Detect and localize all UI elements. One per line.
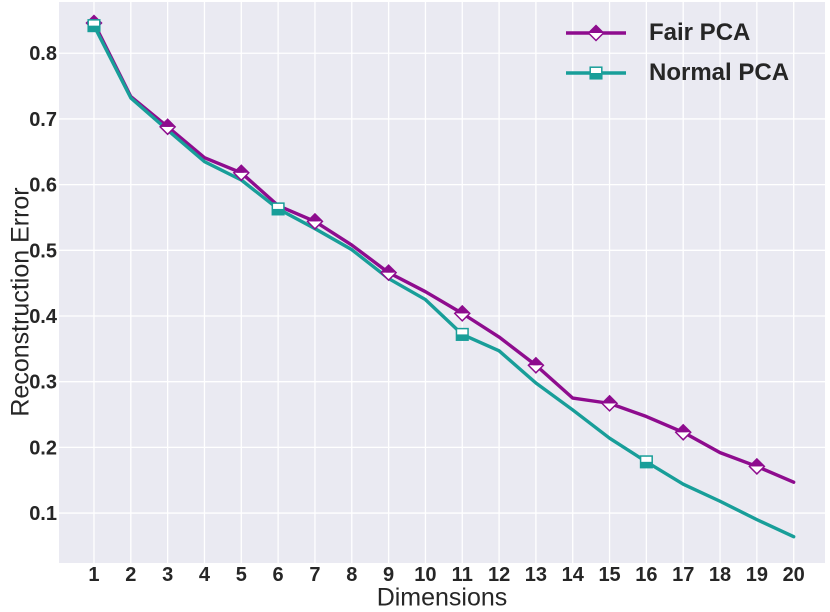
y-tick-label: 0.6 [29, 175, 57, 197]
x-tick-label: 15 [598, 564, 620, 586]
legend: Fair PCA Normal PCA [565, 13, 789, 93]
marker-half [528, 357, 544, 366]
marker-half [233, 165, 249, 173]
y-tick-label: 0.8 [29, 43, 57, 65]
x-tick-label: 14 [562, 564, 585, 586]
marker-outline [453, 304, 471, 322]
x-tick-label: 12 [488, 564, 510, 586]
marker-half [454, 313, 470, 321]
series-line-fair-pca [92, 21, 796, 484]
x-tick-label: 6 [273, 564, 284, 586]
y-tick-label: 0.4 [29, 306, 58, 328]
marker-outline [748, 457, 766, 475]
x-tick-label: 10 [414, 564, 436, 586]
x-tick-label: 19 [746, 564, 768, 586]
normal-pca-legend-marker [566, 66, 626, 80]
x-tick-label: 3 [162, 564, 173, 586]
marker-outline [87, 19, 101, 33]
x-tick-label: 11 [452, 564, 473, 586]
marker-half [307, 221, 323, 229]
legend-item-fair-pca: Fair PCA [565, 13, 789, 53]
marker-half [749, 458, 765, 467]
plot-background [59, 2, 825, 563]
marker-outline [527, 356, 545, 374]
marker-outline [159, 118, 177, 136]
marker-half [528, 365, 544, 373]
x-tick-label: 7 [309, 564, 320, 586]
marker-outline [271, 202, 285, 216]
marker-half [456, 334, 469, 341]
x-tick-label: 4 [199, 564, 211, 586]
marker-half [160, 126, 176, 135]
marker-outline [674, 423, 692, 441]
x-tick-label: 1 [88, 564, 99, 586]
x-tick-label: 17 [672, 564, 694, 586]
marker-half [675, 424, 691, 433]
marker-half [272, 208, 284, 215]
marker-half [381, 272, 397, 281]
y-axis-label: Reconstruction Error [6, 187, 35, 417]
x-tick-label: 8 [346, 564, 357, 586]
y-tick-label: 0.5 [29, 240, 57, 262]
marker-half [588, 25, 604, 33]
marker-outline [455, 327, 469, 341]
legend-label-normal-pca: Normal PCA [649, 59, 790, 86]
marker-half [88, 25, 100, 32]
marker-half [675, 432, 691, 440]
legend-marker-shape [589, 66, 603, 80]
series-markers-normal-pca [87, 19, 653, 469]
marker-half [590, 73, 602, 79]
x-tick-label: 16 [635, 564, 657, 586]
fair-pca-legend-marker [566, 24, 626, 42]
marker-half [749, 466, 765, 474]
marker-half [307, 213, 323, 222]
marker-outline [601, 394, 619, 412]
x-tick-label: 20 [783, 564, 805, 586]
marker-outline [306, 212, 324, 230]
marker-outline [380, 264, 398, 282]
x-tick-label: 13 [525, 564, 547, 586]
marker-half [381, 265, 397, 273]
x-tick-label: 9 [383, 564, 394, 586]
legend-marker-shape [587, 24, 605, 42]
y-tick-label: 0.3 [29, 372, 57, 394]
marker-half [602, 403, 618, 411]
marker-half [160, 119, 176, 127]
y-tick-label: 0.2 [29, 437, 57, 459]
series-line-normal-pca [92, 23, 796, 539]
x-tick-label: 18 [709, 564, 731, 586]
marker-half [588, 33, 604, 41]
x-tick-label: 2 [125, 564, 136, 586]
marker-half [454, 305, 470, 314]
marker-outline [232, 164, 250, 182]
marker-half [233, 172, 249, 181]
legend-item-normal-pca: Normal PCA [565, 53, 789, 93]
x-tick-label: 5 [236, 564, 247, 586]
legend-label-fair-pca: Fair PCA [649, 19, 751, 46]
marker-outline [639, 455, 653, 469]
gridlines [59, 2, 825, 563]
marker-half [602, 395, 618, 404]
marker-half [640, 461, 653, 468]
marker-outline [589, 66, 603, 80]
y-tick-label: 0.7 [29, 109, 57, 131]
y-tick-label: 0.1 [29, 503, 57, 525]
x-axis-label: Dimensions [376, 583, 508, 612]
marker-outline [587, 24, 605, 42]
